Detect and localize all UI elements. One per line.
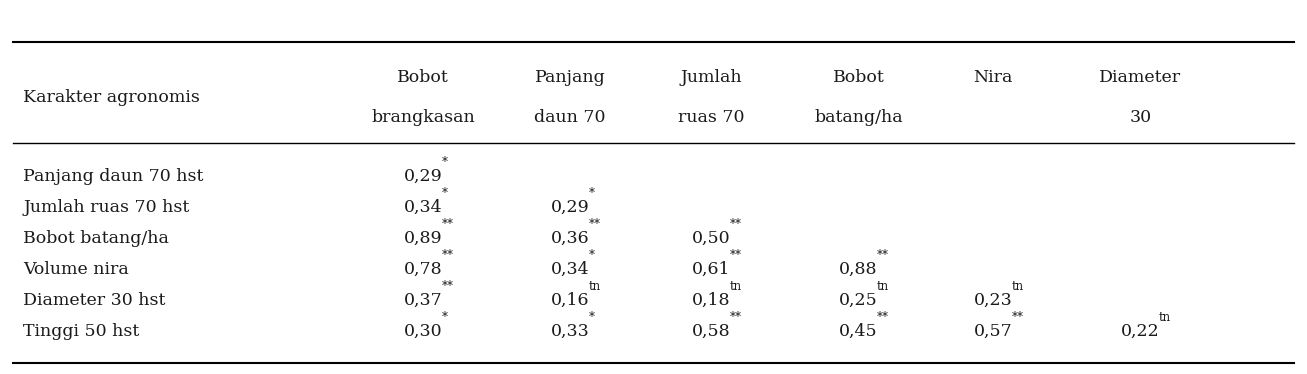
Text: 0,89: 0,89 <box>404 230 442 247</box>
Text: Bobot batang/ha: Bobot batang/ha <box>24 230 169 247</box>
Text: tn: tn <box>1159 311 1171 324</box>
Text: Tinggi 50 hst: Tinggi 50 hst <box>24 323 140 340</box>
Text: 0,58: 0,58 <box>691 323 731 340</box>
Text: tn: tn <box>589 280 601 293</box>
Text: **: ** <box>729 249 742 262</box>
Text: daun 70: daun 70 <box>535 109 606 126</box>
Text: 0,36: 0,36 <box>552 230 589 247</box>
Text: 0,61: 0,61 <box>691 261 731 278</box>
Text: **: ** <box>589 218 601 231</box>
Text: **: ** <box>442 249 454 262</box>
Text: 0,23: 0,23 <box>974 292 1013 309</box>
Text: *: * <box>589 187 595 200</box>
Text: batang/ha: batang/ha <box>814 109 903 126</box>
Text: **: ** <box>442 280 454 293</box>
Text: **: ** <box>442 218 454 231</box>
Text: *: * <box>589 249 595 262</box>
Text: Panjang daun 70 hst: Panjang daun 70 hst <box>24 168 204 184</box>
Text: 0,34: 0,34 <box>552 261 589 278</box>
Text: Jumlah: Jumlah <box>681 68 742 86</box>
Text: 0,33: 0,33 <box>550 323 589 340</box>
Text: ruas 70: ruas 70 <box>678 109 745 126</box>
Text: 0,29: 0,29 <box>550 199 589 216</box>
Text: 0,22: 0,22 <box>1121 323 1159 340</box>
Text: 0,37: 0,37 <box>404 292 442 309</box>
Text: Jumlah ruas 70 hst: Jumlah ruas 70 hst <box>24 199 190 216</box>
Text: **: ** <box>1012 311 1023 324</box>
Text: *: * <box>442 156 447 169</box>
Text: 0,29: 0,29 <box>404 168 442 184</box>
Text: tn: tn <box>729 280 742 293</box>
Text: 0,25: 0,25 <box>839 292 878 309</box>
Text: Volume nira: Volume nira <box>24 261 129 278</box>
Text: 0,30: 0,30 <box>404 323 442 340</box>
Text: 0,57: 0,57 <box>974 323 1013 340</box>
Text: **: ** <box>877 311 889 324</box>
Text: Bobot: Bobot <box>833 68 885 86</box>
Text: Diameter 30 hst: Diameter 30 hst <box>24 292 166 309</box>
Text: 0,34: 0,34 <box>404 199 442 216</box>
Text: 0,45: 0,45 <box>839 323 878 340</box>
Text: 30: 30 <box>1129 109 1151 126</box>
Text: 0,88: 0,88 <box>839 261 878 278</box>
Text: Karakter agronomis: Karakter agronomis <box>24 89 200 106</box>
Text: *: * <box>589 311 595 324</box>
Text: brangkasan: brangkasan <box>371 109 474 126</box>
Text: 0,50: 0,50 <box>691 230 731 247</box>
Text: *: * <box>442 187 447 200</box>
Text: tn: tn <box>877 280 889 293</box>
Text: **: ** <box>729 311 742 324</box>
Text: Diameter: Diameter <box>1099 68 1182 86</box>
Text: Nira: Nira <box>974 68 1013 86</box>
Text: **: ** <box>729 218 742 231</box>
Text: **: ** <box>877 249 889 262</box>
Text: Bobot: Bobot <box>397 68 448 86</box>
Text: *: * <box>442 311 447 324</box>
Text: 0,78: 0,78 <box>404 261 442 278</box>
Text: tn: tn <box>1012 280 1023 293</box>
Text: 0,16: 0,16 <box>552 292 589 309</box>
Text: 0,18: 0,18 <box>691 292 731 309</box>
Text: Panjang: Panjang <box>535 68 605 86</box>
